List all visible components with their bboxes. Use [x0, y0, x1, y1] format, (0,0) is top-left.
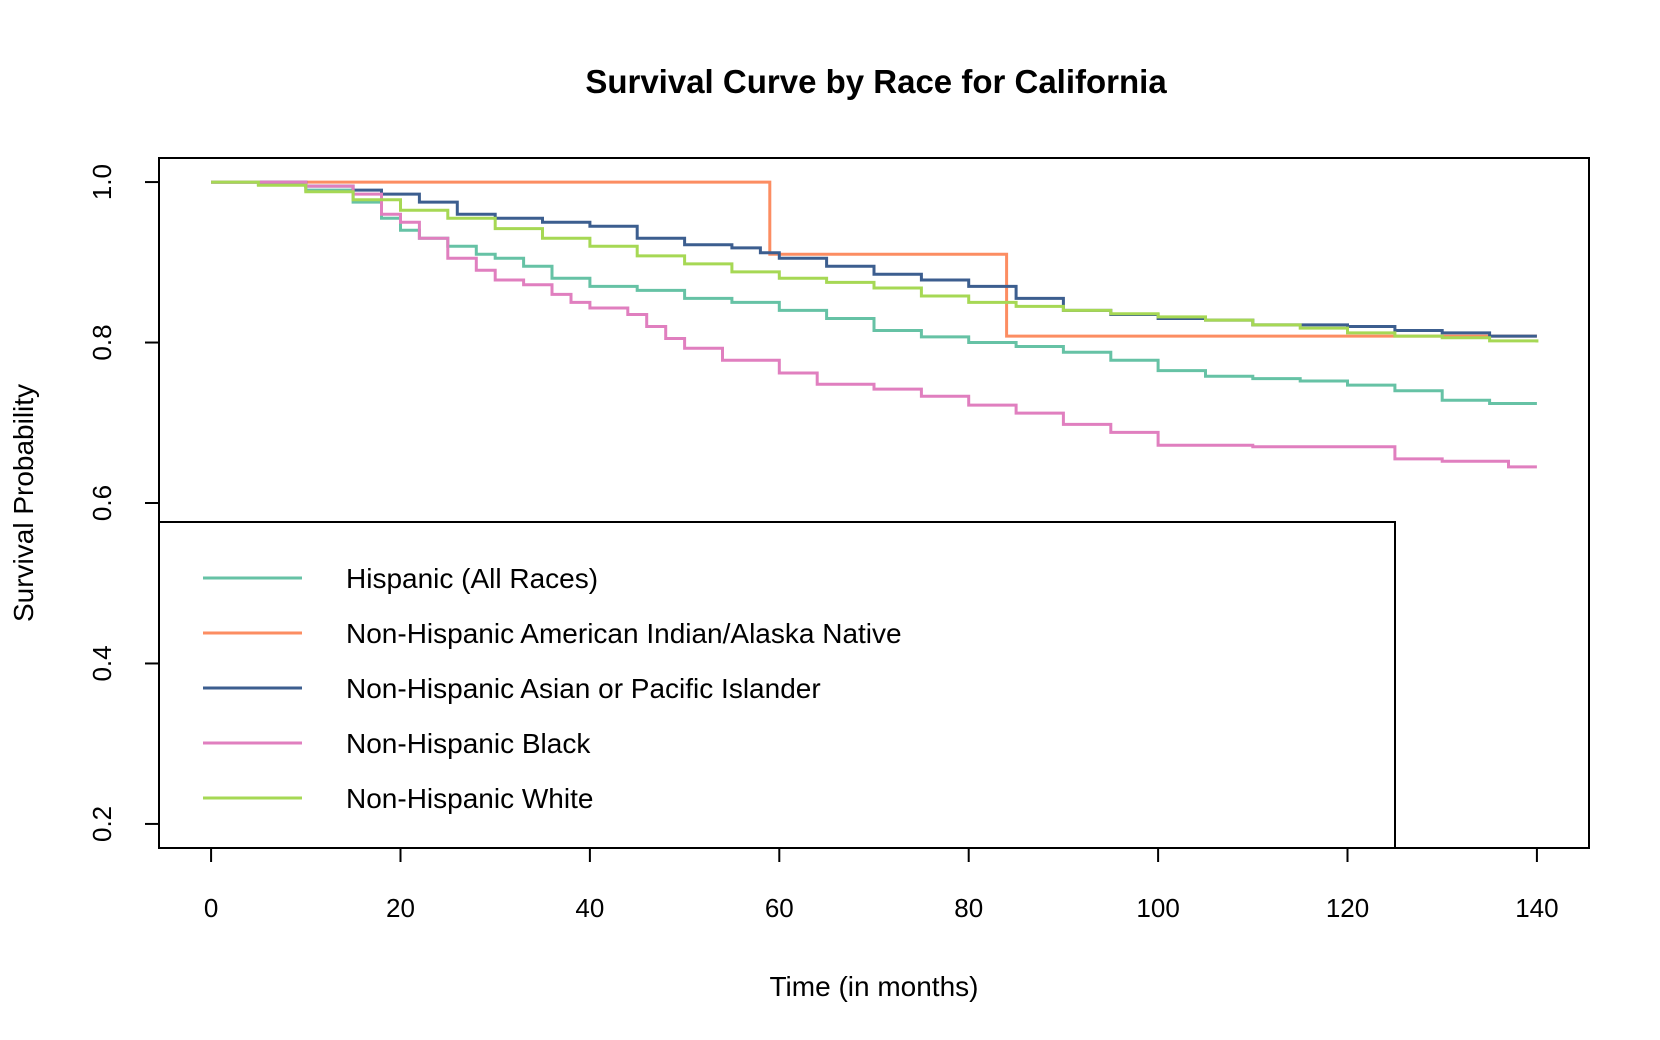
x-tick-label: 0 [204, 893, 218, 923]
series-layer [211, 180, 1539, 469]
x-axis: 0 20 40 60 80 100 120 140 [204, 847, 1559, 923]
chart-title: Survival Curve by Race for California [585, 63, 1167, 100]
series-line-1 [211, 180, 1537, 405]
legend: Hispanic (All Races) Non-Hispanic America… [158, 521, 1396, 849]
series-line-4 [211, 180, 1537, 469]
x-tick-label: 120 [1326, 893, 1369, 923]
legend-label: Non-Hispanic White [346, 783, 593, 814]
legend-box [158, 521, 1396, 849]
series-line-5 [211, 180, 1539, 343]
x-tick-label: 80 [954, 893, 983, 923]
legend-label: Non-Hispanic Asian or Pacific Islander [346, 673, 821, 704]
x-tick-label: 40 [575, 893, 604, 923]
y-axis-title: Survival Probability [8, 384, 39, 622]
legend-label: Hispanic (All Races) [346, 563, 598, 594]
legend-label: Non-Hispanic Black [346, 728, 591, 759]
y-tick-label: 1.0 [87, 164, 117, 200]
y-tick-label: 0.2 [87, 806, 117, 842]
y-tick-label: 0.4 [87, 645, 117, 681]
y-tick-label: 0.6 [87, 485, 117, 521]
x-tick-label: 140 [1515, 893, 1558, 923]
x-axis-title: Time (in months) [769, 971, 978, 1002]
y-tick-label: 0.8 [87, 324, 117, 360]
legend-label: Non-Hispanic American Indian/Alaska Nati… [346, 618, 902, 649]
x-tick-label: 60 [765, 893, 794, 923]
y-axis: 0.2 0.4 0.6 0.8 1.0 [87, 164, 160, 842]
series-line-3 [211, 180, 1537, 338]
x-tick-label: 100 [1136, 893, 1179, 923]
series-line-2 [211, 180, 1537, 338]
x-tick-label: 20 [386, 893, 415, 923]
